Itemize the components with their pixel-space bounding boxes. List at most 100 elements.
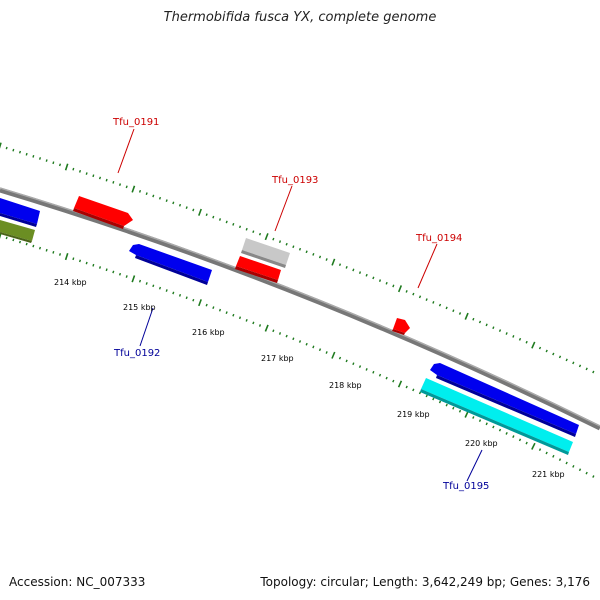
genome-backbone bbox=[0, 187, 600, 431]
minor-tick bbox=[592, 370, 595, 374]
gene-label-tfu-0192[interactable]: Tfu_0192 bbox=[113, 348, 160, 359]
gene-label-tfu-0195[interactable]: Tfu_0195 bbox=[442, 481, 489, 492]
major-tick bbox=[131, 275, 136, 283]
major-tick bbox=[131, 185, 136, 193]
major-tick bbox=[397, 380, 403, 388]
minor-tick bbox=[472, 317, 475, 321]
minor-tick bbox=[392, 379, 395, 383]
gene-feature-tfu-0191[interactable] bbox=[74, 196, 133, 226]
map-title: Thermobifida fusca YX, complete genome bbox=[163, 10, 437, 25]
minor-tick bbox=[498, 329, 502, 332]
minor-tick bbox=[32, 154, 35, 158]
minor-tick bbox=[425, 394, 428, 398]
minor-tick bbox=[525, 340, 528, 344]
minor-tick bbox=[418, 391, 422, 395]
gene-feature-tfu-0194[interactable] bbox=[393, 318, 410, 333]
minor-tick bbox=[478, 320, 482, 324]
scale-label-219: 219 kbp bbox=[397, 410, 430, 419]
major-tick bbox=[198, 299, 202, 307]
minor-tick bbox=[385, 376, 388, 380]
minor-tick bbox=[238, 316, 242, 320]
minor-tick bbox=[145, 282, 148, 285]
minor-tick bbox=[572, 361, 575, 365]
minor-tick bbox=[518, 337, 522, 341]
major-tick bbox=[0, 142, 2, 149]
minor-tick bbox=[85, 172, 88, 175]
major-tick bbox=[264, 324, 269, 332]
gene-label-tfu-0193[interactable]: Tfu_0193 bbox=[271, 175, 318, 186]
minor-tick bbox=[452, 309, 455, 313]
gene-feature-tfu-0195[interactable] bbox=[421, 378, 573, 452]
minor-tick bbox=[205, 213, 208, 217]
minor-tick bbox=[212, 306, 215, 310]
scale-label-221: 221 kbp bbox=[532, 470, 565, 479]
minor-tick bbox=[425, 298, 428, 301]
gene-label-tfu-0194[interactable]: Tfu_0194 bbox=[415, 233, 462, 244]
minor-tick bbox=[125, 185, 128, 189]
minor-tick bbox=[5, 146, 8, 150]
minor-tick bbox=[285, 334, 288, 338]
minor-tick bbox=[298, 340, 302, 343]
scale-label-218: 218 kbp bbox=[329, 381, 362, 390]
minor-tick bbox=[78, 169, 82, 173]
minor-tick bbox=[45, 159, 48, 162]
minor-tick bbox=[158, 286, 162, 290]
minor-tick bbox=[112, 270, 115, 274]
minor-tick bbox=[405, 290, 408, 293]
minor-tick bbox=[538, 448, 542, 452]
minor-tick bbox=[165, 199, 168, 202]
minor-tick bbox=[338, 356, 342, 360]
minor-tick bbox=[52, 161, 55, 165]
minor-tick bbox=[485, 323, 488, 327]
minor-tick bbox=[185, 206, 188, 209]
minor-tick bbox=[205, 303, 208, 307]
inner-tick-ring bbox=[0, 232, 595, 478]
minor-tick bbox=[345, 265, 348, 269]
gene-feature-tfu-0193-gray[interactable] bbox=[242, 238, 290, 265]
minor-tick bbox=[432, 397, 435, 401]
minor-tick bbox=[312, 345, 315, 349]
minor-tick bbox=[285, 242, 288, 246]
major-tick bbox=[331, 351, 336, 359]
minor-tick bbox=[152, 284, 155, 288]
minor-tick bbox=[58, 253, 62, 256]
gene-feature-tfu-0193-red[interactable] bbox=[236, 256, 281, 280]
gene-feature-olive-left[interactable] bbox=[0, 220, 35, 241]
minor-tick bbox=[152, 194, 155, 198]
minor-tick bbox=[298, 247, 302, 251]
gene-feature-blue-left[interactable] bbox=[0, 198, 40, 224]
minor-tick bbox=[492, 425, 495, 429]
minor-tick bbox=[412, 388, 415, 392]
major-tick bbox=[397, 285, 403, 293]
minor-tick bbox=[352, 362, 355, 366]
minor-tick bbox=[438, 400, 442, 404]
major-tick bbox=[198, 208, 202, 216]
minor-tick bbox=[418, 295, 422, 299]
minor-tick bbox=[238, 225, 242, 229]
gene-feature-tfu-0192[interactable] bbox=[129, 244, 212, 282]
minor-tick bbox=[338, 263, 342, 267]
minor-tick bbox=[472, 416, 475, 419]
minor-tick bbox=[305, 342, 308, 346]
minor-tick bbox=[278, 332, 282, 335]
minor-tick bbox=[18, 150, 22, 154]
scale-label-220: 220 kbp bbox=[465, 439, 498, 448]
minor-tick bbox=[318, 348, 322, 352]
minor-tick bbox=[258, 324, 262, 327]
leader-tfu-0192 bbox=[139, 307, 154, 347]
major-tick bbox=[64, 253, 69, 261]
minor-tick bbox=[492, 326, 495, 330]
minor-tick bbox=[458, 312, 462, 315]
gene-label-tfu-0191[interactable]: Tfu_0191 bbox=[112, 117, 159, 128]
minor-tick bbox=[378, 279, 382, 282]
minor-tick bbox=[185, 296, 188, 300]
major-tick bbox=[464, 312, 469, 320]
leader-tfu-0195 bbox=[466, 449, 483, 482]
minor-tick bbox=[178, 203, 182, 207]
minor-tick bbox=[538, 346, 542, 350]
minor-tick bbox=[585, 471, 588, 475]
gene-feature-blue-right[interactable] bbox=[430, 363, 579, 434]
minor-tick bbox=[372, 276, 375, 280]
minor-tick bbox=[272, 237, 275, 241]
minor-tick bbox=[12, 238, 15, 242]
